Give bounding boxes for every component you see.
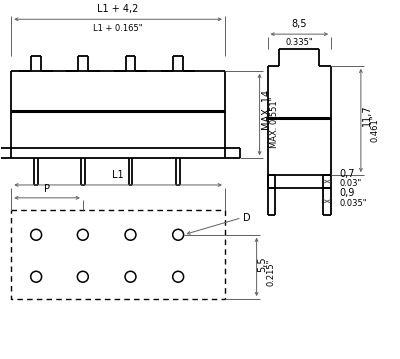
Text: 0.035": 0.035" [339,199,366,208]
Text: 11,7: 11,7 [362,105,372,126]
Text: 0,9: 0,9 [339,188,354,199]
Text: L1: L1 [112,170,124,180]
Text: MAX. 14: MAX. 14 [262,89,272,130]
Text: MAX. 0.551": MAX. 0.551" [270,97,279,148]
Text: 0.03": 0.03" [339,179,361,188]
Text: 0.461": 0.461" [370,115,379,142]
Text: 5,5: 5,5 [258,256,268,272]
Bar [11,210,225,299]
Text: 0.335": 0.335" [286,38,313,47]
Text: 8,5: 8,5 [292,19,307,29]
Text: 0,7: 0,7 [339,168,354,178]
Text: L1 + 0.165": L1 + 0.165" [93,24,143,33]
Text: D: D [243,213,250,223]
Text: L1 + 4,2: L1 + 4,2 [97,4,139,14]
Text: 0.215": 0.215" [266,258,275,285]
Text: P: P [44,184,50,194]
